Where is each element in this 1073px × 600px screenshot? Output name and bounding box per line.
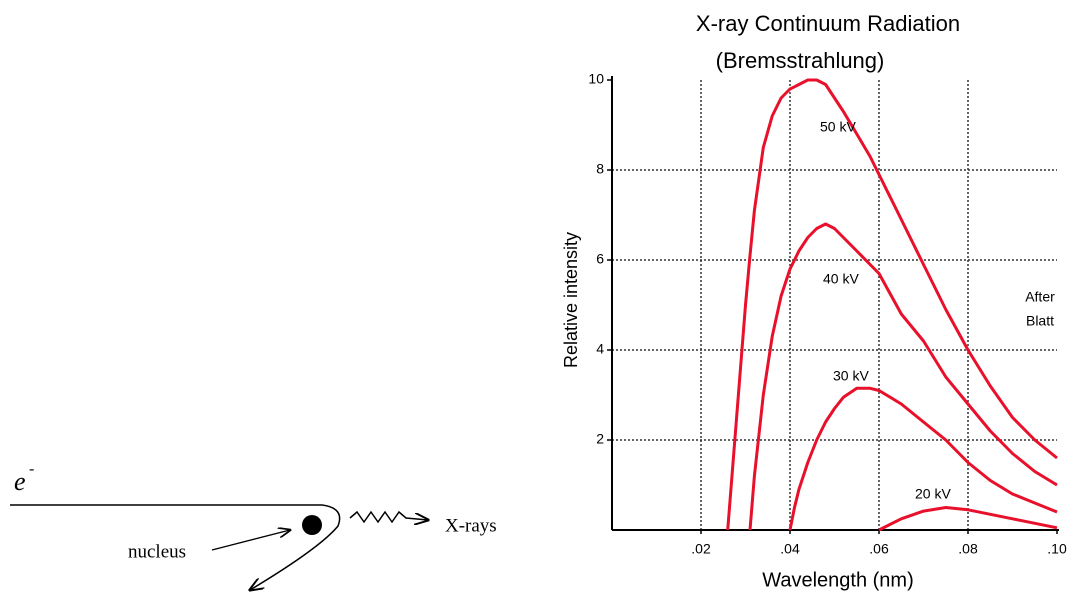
- nucleus-label: nucleus: [128, 541, 186, 562]
- annotation: Blatt: [1026, 313, 1054, 329]
- y-tick-label: 8: [596, 161, 604, 177]
- y-tick-label: 4: [596, 341, 604, 357]
- x-ray-emission: [350, 512, 428, 522]
- chart: X-ray Continuum Radiation (Bremsstrahlun…: [561, 11, 1067, 591]
- series-line: [750, 224, 1057, 530]
- series-line: [879, 508, 1057, 531]
- emission-label: X-rays: [445, 515, 497, 536]
- electron-symbol: e: [14, 467, 26, 496]
- chart-title: X-ray Continuum Radiation: [696, 11, 960, 36]
- chart-subtitle: (Bremsstrahlung): [716, 48, 885, 73]
- series-label: 20 kV: [915, 486, 951, 502]
- x-tick-label: .06: [869, 541, 889, 557]
- x-tick-label: .02: [691, 541, 711, 557]
- x-tick-label: .08: [958, 541, 978, 557]
- y-tick-label: 2: [596, 431, 604, 447]
- x-tick-label: .04: [780, 541, 800, 557]
- series-label: 40 kV: [823, 271, 859, 287]
- y-axis-label: Relative intensity: [561, 232, 581, 368]
- annotation: After: [1025, 289, 1055, 305]
- x-tick-label: .10: [1047, 541, 1067, 557]
- diagram: e - nucleus X-rays: [10, 461, 497, 590]
- y-tick-label: 6: [596, 251, 604, 267]
- series-label: 50 kV: [820, 119, 856, 135]
- y-tick-label: 10: [588, 71, 604, 87]
- nucleus-pointer: [212, 530, 290, 550]
- figure: e - nucleus X-rays X-ray Continuum Radia…: [0, 0, 1073, 600]
- series-line: [790, 388, 1057, 530]
- series-line: [728, 80, 1057, 530]
- x-axis-label: Wavelength (nm): [762, 569, 914, 591]
- series-label: 30 kV: [833, 368, 869, 384]
- electron-charge: -: [29, 461, 34, 478]
- nucleus: [302, 515, 322, 535]
